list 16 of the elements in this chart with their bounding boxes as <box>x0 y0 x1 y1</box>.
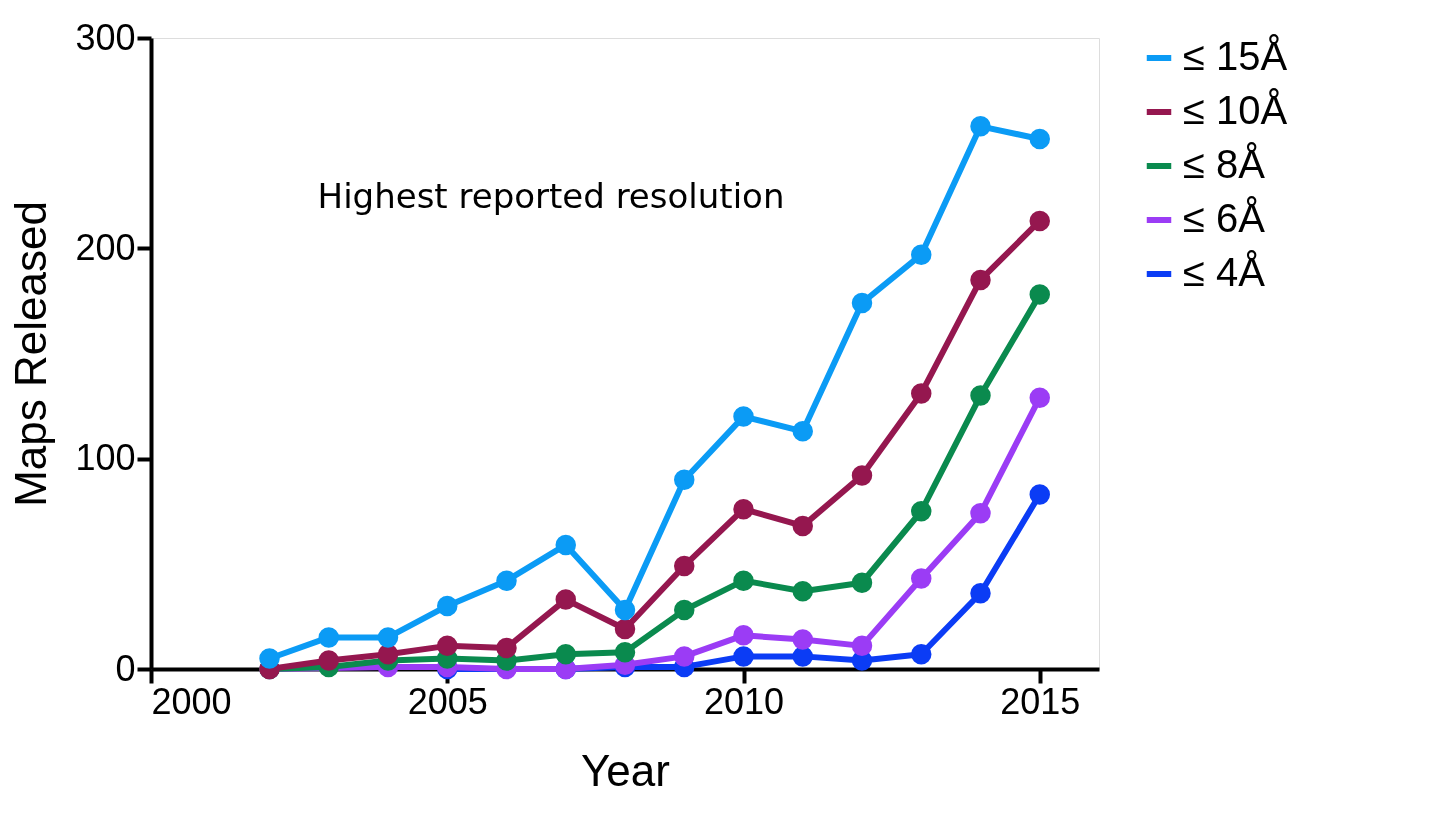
legend-label: ≤ 15Å <box>1183 34 1288 78</box>
y-tick-label: 200 <box>75 226 136 268</box>
legend-label: ≤ 4Å <box>1183 250 1266 294</box>
x-tick-label: 2010 <box>703 680 785 722</box>
legend-label: ≤ 6Å <box>1183 196 1266 240</box>
x-tick-label: 2015 <box>1000 680 1081 722</box>
legend-label: ≤ 8Å <box>1183 142 1266 186</box>
annotation: Highest reported resolution <box>317 176 785 216</box>
x-tick-label: 2000 <box>151 680 232 722</box>
x-tick-label: 2005 <box>407 680 488 722</box>
y-tick-label: 100 <box>75 437 136 479</box>
y-tick-label: 0 <box>115 647 136 689</box>
y-axis-title: Maps Released <box>6 201 56 507</box>
x-axis-title: Year <box>581 745 670 795</box>
y-tick-label: 300 <box>75 16 136 58</box>
legend-label: ≤ 10Å <box>1183 88 1288 132</box>
